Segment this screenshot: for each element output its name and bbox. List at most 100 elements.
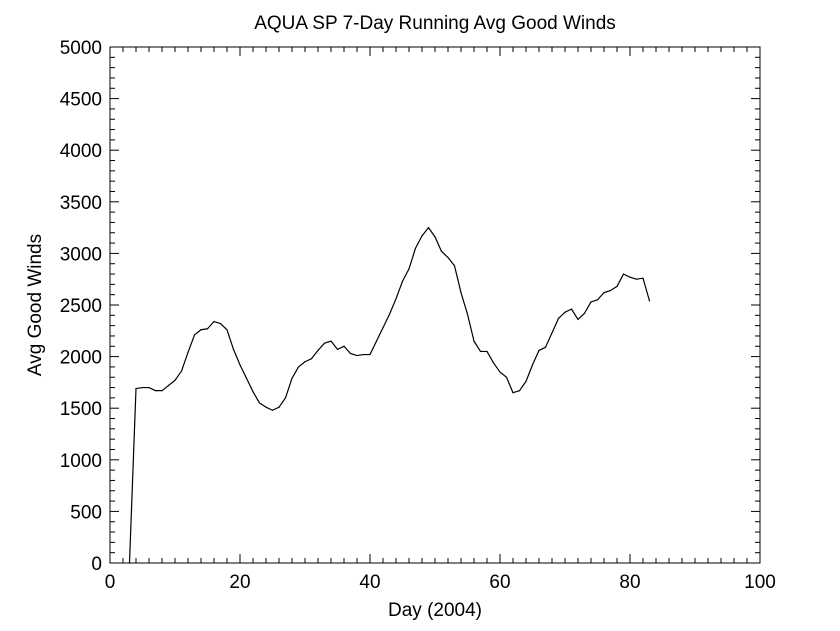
series-point xyxy=(544,346,547,348)
series-point xyxy=(427,227,430,229)
x-tick-label: 0 xyxy=(105,572,116,593)
series-point xyxy=(486,350,488,353)
series-point xyxy=(603,292,605,294)
series-point xyxy=(323,342,326,344)
series-point xyxy=(466,313,469,315)
x-tick-label: 20 xyxy=(229,572,250,593)
chart-title: AQUA SP 7-Day Running Avg Good Winds xyxy=(254,13,616,34)
y-tick-label: 2000 xyxy=(60,348,102,369)
series-point xyxy=(629,276,631,278)
series-point xyxy=(590,301,592,303)
series-point xyxy=(206,328,209,330)
y-tick-label: 0 xyxy=(91,554,102,575)
series-point xyxy=(421,235,423,237)
series-point xyxy=(414,247,417,249)
y-tick-label: 2500 xyxy=(60,296,102,317)
x-tick-label: 100 xyxy=(744,572,776,593)
series-point xyxy=(200,329,202,331)
y-tick-label: 4500 xyxy=(60,90,102,111)
series-point xyxy=(128,562,131,564)
series-point xyxy=(343,345,345,347)
series-point xyxy=(648,300,651,302)
series-point xyxy=(499,371,501,373)
y-tick-label: 3500 xyxy=(60,193,102,214)
series-point xyxy=(375,340,378,342)
series-point xyxy=(219,322,222,325)
series-point xyxy=(154,390,157,392)
series-point xyxy=(258,402,261,404)
series-point xyxy=(616,285,618,288)
series-point xyxy=(167,384,170,387)
series-point xyxy=(525,380,527,382)
series-point xyxy=(570,308,573,310)
series-point xyxy=(596,299,599,301)
series-point xyxy=(577,318,579,321)
series-point xyxy=(252,391,254,393)
series-point xyxy=(622,273,625,275)
x-axis-ticks: 0 20 40 60 80 100 xyxy=(105,47,776,593)
series-point xyxy=(583,312,586,314)
y-tick-label: 1000 xyxy=(60,451,102,472)
x-tick-label: 60 xyxy=(489,572,510,593)
series-point xyxy=(317,349,319,352)
series-point xyxy=(265,406,267,408)
series-point xyxy=(609,289,612,292)
series-layer xyxy=(128,227,651,564)
x-axis-label: Day (2004) xyxy=(388,600,482,621)
series-point xyxy=(518,390,521,392)
series-point xyxy=(408,268,410,270)
y-tick-label: 1500 xyxy=(60,399,102,420)
series-point xyxy=(304,361,306,363)
series-point xyxy=(369,353,371,356)
series-point xyxy=(505,376,508,378)
series-point xyxy=(551,332,553,334)
series-point xyxy=(271,409,274,411)
series-point xyxy=(187,351,189,354)
x-tick-label: 40 xyxy=(359,572,380,593)
series-point xyxy=(395,298,397,300)
series-point xyxy=(382,327,384,329)
series-point xyxy=(642,277,644,279)
x-tick-label: 80 xyxy=(619,572,640,593)
series-point xyxy=(434,236,436,238)
series-point xyxy=(356,354,358,357)
series-point xyxy=(388,313,391,315)
series-point xyxy=(447,256,449,259)
series-point xyxy=(239,364,241,366)
series-point xyxy=(291,377,293,379)
series-point xyxy=(180,370,183,372)
series-point xyxy=(174,379,176,381)
series-point xyxy=(310,358,313,360)
series-point xyxy=(336,348,339,350)
series-point xyxy=(531,364,534,366)
series-point xyxy=(492,362,495,364)
series-point xyxy=(330,340,332,342)
series-point xyxy=(148,386,150,389)
series-point xyxy=(213,320,215,323)
series-point xyxy=(284,397,287,399)
series-point xyxy=(226,329,228,331)
series-point xyxy=(460,292,462,294)
y-tick-label: 5000 xyxy=(60,38,102,59)
series-point xyxy=(512,392,514,394)
y-axis-label: Avg Good Winds xyxy=(25,234,46,376)
y-tick-label: 3000 xyxy=(60,244,102,265)
series-point xyxy=(141,386,144,389)
series-point xyxy=(278,406,280,408)
series-point xyxy=(349,352,352,355)
series-point xyxy=(401,280,404,282)
series-point xyxy=(440,250,443,252)
y-tick-label: 500 xyxy=(70,502,102,523)
series-point xyxy=(564,311,566,313)
series-point xyxy=(635,278,638,280)
series-point xyxy=(479,350,482,353)
series-point xyxy=(135,387,137,390)
series-point xyxy=(297,366,300,368)
series-point xyxy=(538,349,540,352)
series-point xyxy=(161,390,163,392)
y-axis-ticks: 0 500 1000 1500 2000 2500 3000 3500 4000 4500 5000 xyxy=(60,38,760,575)
series-point xyxy=(193,334,196,336)
series-point xyxy=(245,377,248,379)
